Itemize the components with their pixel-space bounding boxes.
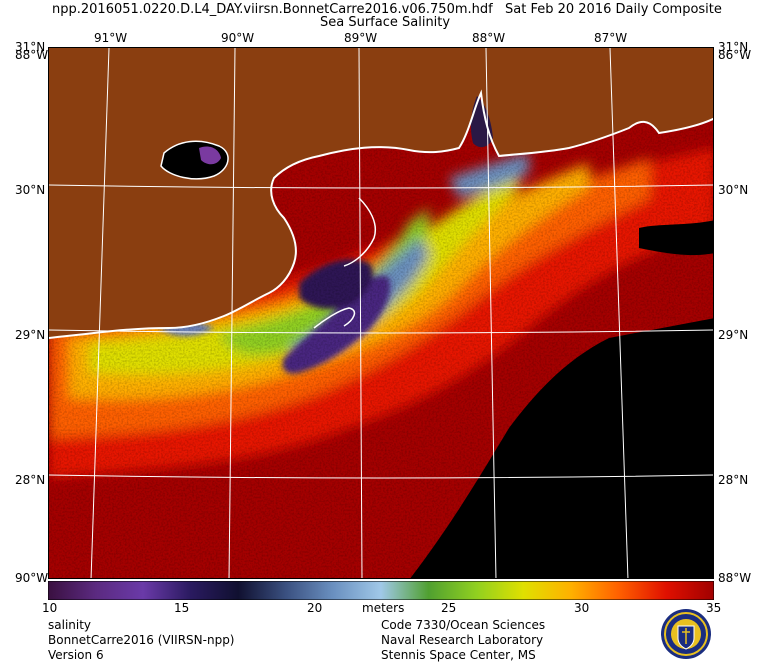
colorbar-gradient bbox=[47, 580, 715, 601]
river-delta-mouth bbox=[313, 307, 356, 329]
lat-label-30n-left: 30°N bbox=[15, 183, 46, 197]
lat-label-29n-left: 29°N bbox=[15, 328, 46, 342]
colorbar-tick-10: 10 bbox=[42, 601, 58, 615]
date-label: Sat Feb 20 2016 Daily Composite bbox=[505, 2, 722, 17]
seal-gold-ring bbox=[664, 612, 708, 656]
lon-label-90w: 90°W bbox=[221, 31, 255, 45]
seal-anchor-mark bbox=[682, 628, 690, 644]
colorbar bbox=[47, 580, 715, 601]
nrl-seal-icon bbox=[660, 608, 712, 660]
corner-label-bottom-right: 88°W bbox=[718, 571, 752, 585]
salinity-map bbox=[48, 47, 714, 579]
corner-label-top-right: 86°W bbox=[718, 48, 752, 62]
lat-label-31n-right: 31°N bbox=[718, 40, 749, 54]
footer-code: Code 7330/Ocean Sciences bbox=[381, 618, 546, 632]
colorbar-tick-30: 30 bbox=[574, 601, 590, 615]
lat-label-29n-right: 29°N bbox=[718, 328, 749, 342]
lat-label-30n-right: 30°N bbox=[718, 183, 749, 197]
filename-label: npp.2016051.0220.D.L4_DAY.viirsn.BonnetC… bbox=[52, 2, 493, 17]
footer-dataset: BonnetCarre2016 (VIIRSN-npp) bbox=[48, 633, 235, 647]
footer-version: Version 6 bbox=[48, 648, 104, 662]
land-mass bbox=[49, 48, 713, 338]
colorbar-tick-15: 15 bbox=[174, 601, 190, 615]
colorbar-tick-20: 20 bbox=[307, 601, 323, 615]
footer-location: Stennis Space Center, MS bbox=[381, 648, 536, 662]
coastline bbox=[49, 89, 713, 339]
meridian-88w bbox=[485, 48, 497, 578]
colorbar-tick-35: 35 bbox=[706, 601, 722, 615]
corner-label-top-left: 88°W bbox=[15, 48, 49, 62]
lat-label-31n-left: 31°N bbox=[15, 40, 46, 54]
chandeleur-islands bbox=[343, 197, 376, 267]
parallel-29n bbox=[49, 329, 713, 334]
product-title: Sea Surface Salinity bbox=[320, 15, 451, 30]
colorbar-tick-25: 25 bbox=[441, 601, 457, 615]
meridian-91w bbox=[90, 48, 110, 578]
meridian-87w bbox=[609, 48, 629, 578]
meridian-90w bbox=[228, 48, 236, 578]
footer-lab: Naval Research Laboratory bbox=[381, 633, 544, 647]
lon-label-89w: 89°W bbox=[344, 31, 378, 45]
nrl-seal-svg bbox=[661, 609, 711, 659]
lake-shore bbox=[160, 140, 229, 180]
colorbar-unit-label: meters bbox=[362, 601, 405, 615]
colorbar-svg bbox=[47, 580, 715, 601]
meridian-89w bbox=[358, 48, 363, 578]
salinity-map-svg bbox=[49, 48, 713, 578]
coastline-group bbox=[49, 89, 713, 339]
graticule bbox=[49, 48, 713, 578]
parallel-28n bbox=[49, 474, 713, 479]
lat-label-28n-left: 28°N bbox=[15, 473, 46, 487]
corner-label-bottom-left: 90°W bbox=[15, 571, 49, 585]
footer-variable: salinity bbox=[48, 618, 92, 632]
lat-label-28n-right: 28°N bbox=[718, 473, 749, 487]
lon-label-91w: 91°W bbox=[94, 31, 128, 45]
parallel-30n bbox=[49, 184, 713, 189]
lake-plume-purple bbox=[199, 146, 221, 165]
lon-label-87w: 87°W bbox=[594, 31, 628, 45]
lon-label-88w: 88°W bbox=[472, 31, 506, 45]
